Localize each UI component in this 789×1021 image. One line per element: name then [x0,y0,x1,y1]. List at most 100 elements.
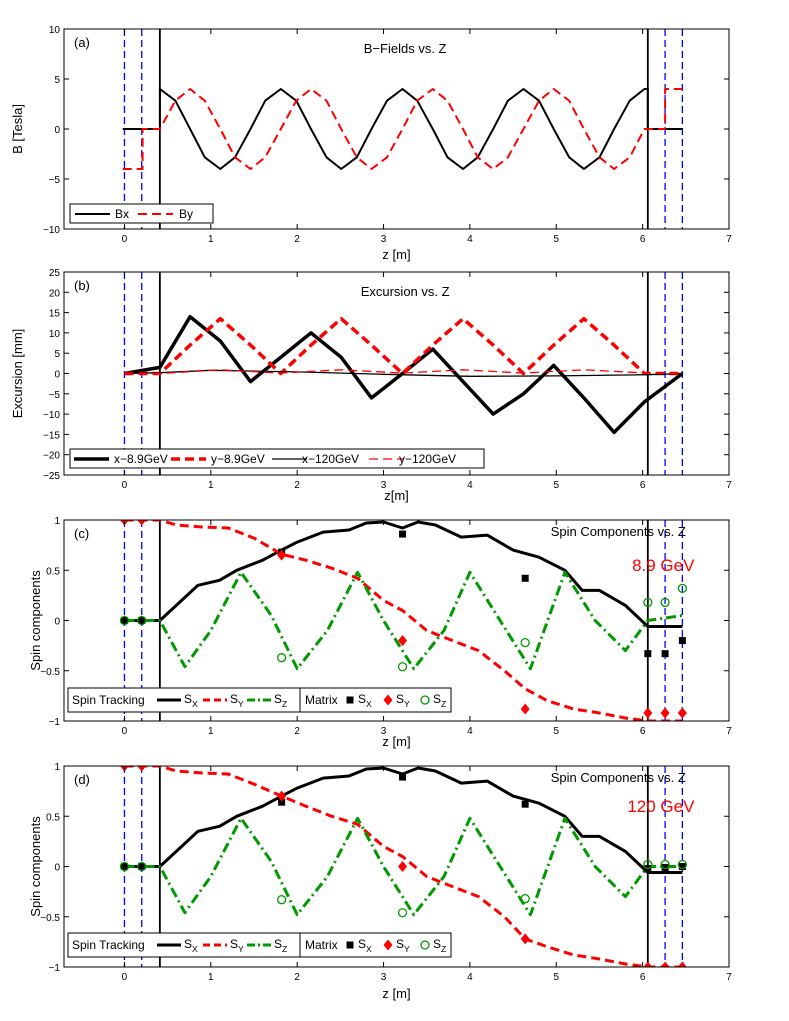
x-tick-label: 7 [726,726,732,737]
matrix-marker-sy [137,520,147,526]
legend-label: SX [358,937,372,954]
chart-title: Spin Components vs. Z [551,524,686,539]
legend-label: Bx [115,207,129,221]
y-tick-label: −1 [49,717,61,728]
panel-label: (d) [74,772,90,787]
legend-label: y−8.9GeV [211,452,265,466]
legend-label: SY [396,937,410,954]
x-tick-label: 6 [640,972,646,983]
y-tick-label: −15 [43,430,60,441]
matrix-marker-sx [278,798,286,806]
series-line-x-8-9gev [124,314,684,435]
legend-label: SY [230,692,244,709]
x-tick-label: 3 [381,234,387,245]
x-tick-label: 2 [294,480,300,491]
y-tick-label: 25 [49,268,61,279]
matrix-marker-sy [277,790,287,802]
matrix-marker-sz [137,861,147,872]
x-tick-label: 5 [553,726,559,737]
y-tick-label: −0.5 [40,667,60,678]
legend-label: SX [184,692,198,709]
legend: Spin Tracking SX SY SZ Matrix SX SY SZ [67,687,452,713]
legend: Bx By [69,203,214,224]
x-tick-label: 7 [726,480,732,491]
x-tick-label: 4 [467,234,473,245]
y-tick-label: 20 [49,288,61,299]
x-tick-label: 5 [553,234,559,245]
x-tick-label: 2 [294,234,300,245]
series-line-y-120gev [124,369,683,375]
legend: x−8.9GeV y−8.9GeV x−120GeV y−120GeV [69,448,485,469]
matrix-marker-sy [677,707,687,719]
legend-marker [420,695,430,705]
matrix-marker-sx [138,617,146,624]
matrix-marker-sy [643,707,653,719]
axes-frame [63,28,730,230]
matrix-marker-sx [120,863,128,870]
x-tick-label: 1 [208,726,214,737]
y-tick-label: 5 [54,75,60,86]
legend-group-title: Matrix [305,693,338,707]
legend-marker [346,941,354,949]
y-tick-label: 1 [54,516,60,527]
y-tick-label: 0 [54,863,60,874]
matrix-marker-sz [660,597,670,608]
x-tick-label: 1 [208,972,214,983]
x-tick-label: 7 [726,234,732,245]
x-tick-label: 6 [640,726,646,737]
x-tick-label: 2 [294,972,300,983]
legend-group-title: Spin Tracking [72,693,145,707]
y-tick-label: −10 [43,225,60,236]
matrix-marker-sz [119,615,130,626]
energy-annotation: 120 GeV [627,797,695,816]
matrix-marker-sx [120,617,128,624]
x-axis-label: z[m] [384,488,409,503]
legend-group-title: Spin Tracking [72,938,145,952]
legend-marker [346,696,354,704]
matrix-marker-sz [397,662,408,672]
x-axis-label: z [m] [382,734,410,749]
y-tick-label: 10 [49,25,61,36]
plot-area [124,314,684,435]
legend-label: x−8.9GeV [114,452,168,466]
x-tick-label: 6 [640,234,646,245]
legend-label: SX [358,692,372,709]
y-tick-label: −10 [43,410,60,421]
y-axis-label: B [Tesla] [10,104,25,154]
x-tick-label: 3 [381,726,387,737]
matrix-marker-sx [399,773,407,781]
x-tick-label: 4 [467,480,473,491]
matrix-marker-sx [521,574,529,582]
legend-group-title: Matrix [305,938,338,952]
matrix-marker-sz [276,653,287,663]
series-line-x-120gev [124,369,683,377]
matrix-marker-sz [643,597,653,608]
x-tick-label: 4 [467,972,473,983]
y-axis-label: Spin components [28,570,43,671]
legend: Spin Tracking SX SY SZ Matrix SX SY SZ [67,932,452,958]
chart-title: B−Fields vs. Z [364,41,447,56]
panel-a: 0 1 2 3 4 5 6 7 −10 −5 0 5 10 z [m] B [Tesla] (a) B−Fiel… [10,25,732,262]
x-axis-label: z [m] [382,247,410,262]
matrix-marker-sz [677,583,688,593]
x-tick-label: 0 [122,480,128,491]
x-tick-label: 7 [726,972,732,983]
matrix-marker-sz [119,861,130,872]
legend-marker [420,940,430,950]
legend-label: SX [184,937,198,954]
matrix-marker-sx [399,530,407,538]
matrix-marker-sx [678,863,686,870]
matrix-marker-sy [398,635,408,647]
y-tick-label: 5 [54,349,60,360]
matrix-marker-sz [137,615,147,626]
matrix-marker-sx [138,863,146,870]
x-tick-label: 5 [553,480,559,491]
matrix-marker-sy [660,961,670,967]
chart-title: Excursion vs. Z [361,284,450,299]
matrix-marker-sy [520,933,530,945]
x-tick-label: 2 [294,726,300,737]
legend-label: SZ [274,937,287,954]
y-tick-label: 0 [54,370,60,381]
energy-annotation: 8.9 GeV [632,556,695,575]
y-tick-label: −5 [49,390,61,401]
